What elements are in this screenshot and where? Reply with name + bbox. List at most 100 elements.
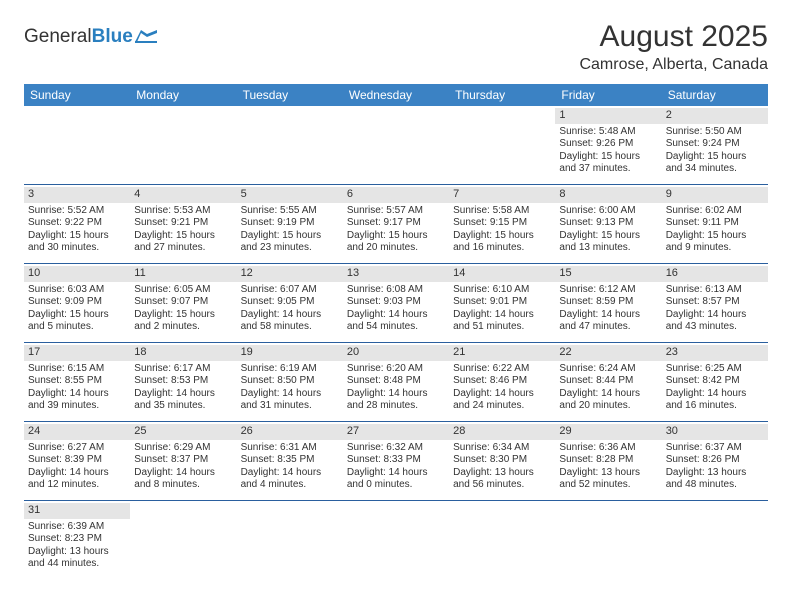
- day-info-line: Sunset: 9:22 PM: [28, 217, 126, 230]
- logo-text: GeneralBlue: [24, 26, 133, 48]
- day-info-line: Sunrise: 6:34 AM: [453, 442, 551, 455]
- day-cell: 6Sunrise: 5:57 AMSunset: 9:17 PMDaylight…: [343, 185, 449, 263]
- day-info-line: and 0 minutes.: [347, 479, 445, 492]
- day-info-line: Daylight: 14 hours: [347, 309, 445, 322]
- day-info-line: Sunset: 8:44 PM: [559, 375, 657, 388]
- day-cell: 3Sunrise: 5:52 AMSunset: 9:22 PMDaylight…: [24, 185, 130, 263]
- logo-word-1: General: [24, 26, 92, 47]
- day-cell: 24Sunrise: 6:27 AMSunset: 8:39 PMDayligh…: [24, 422, 130, 500]
- dayname-cell: Monday: [130, 84, 236, 106]
- day-number: 1: [555, 108, 661, 124]
- week-row: 1Sunrise: 5:48 AMSunset: 9:26 PMDaylight…: [24, 106, 768, 185]
- day-cell: 29Sunrise: 6:36 AMSunset: 8:28 PMDayligh…: [555, 422, 661, 500]
- day-cell: [130, 106, 236, 184]
- day-info-line: Sunrise: 6:32 AM: [347, 442, 445, 455]
- day-cell: [555, 501, 661, 579]
- day-number: 29: [555, 424, 661, 440]
- day-info-line: and 37 minutes.: [559, 163, 657, 176]
- day-cell: [343, 106, 449, 184]
- day-info-line: Sunset: 8:53 PM: [134, 375, 232, 388]
- day-info-line: and 16 minutes.: [666, 400, 764, 413]
- day-info-line: Daylight: 14 hours: [453, 388, 551, 401]
- day-info-line: Sunset: 8:28 PM: [559, 454, 657, 467]
- day-info-line: Daylight: 13 hours: [666, 467, 764, 480]
- day-cell: [237, 501, 343, 579]
- day-number: 19: [237, 345, 343, 361]
- day-info-line: Sunrise: 6:20 AM: [347, 363, 445, 376]
- logo: GeneralBlue: [24, 26, 157, 48]
- day-info-line: and 43 minutes.: [666, 321, 764, 334]
- day-info-line: Daylight: 15 hours: [241, 230, 339, 243]
- day-number: 21: [449, 345, 555, 361]
- week-row: 17Sunrise: 6:15 AMSunset: 8:55 PMDayligh…: [24, 343, 768, 422]
- day-info-line: and 51 minutes.: [453, 321, 551, 334]
- day-info-line: and 30 minutes.: [28, 242, 126, 255]
- month-title: August 2025: [579, 20, 768, 54]
- day-info-line: Sunset: 8:35 PM: [241, 454, 339, 467]
- day-info-line: Sunset: 9:26 PM: [559, 138, 657, 151]
- day-number: 2: [662, 108, 768, 124]
- dayname-cell: Friday: [555, 84, 661, 106]
- day-number: 11: [130, 266, 236, 282]
- day-cell: 8Sunrise: 6:00 AMSunset: 9:13 PMDaylight…: [555, 185, 661, 263]
- day-number: 13: [343, 266, 449, 282]
- day-info-line: Sunset: 8:30 PM: [453, 454, 551, 467]
- day-info-line: Sunset: 8:50 PM: [241, 375, 339, 388]
- logo-word-2: Blue: [92, 26, 133, 47]
- day-info-line: Daylight: 15 hours: [453, 230, 551, 243]
- calendar: SundayMondayTuesdayWednesdayThursdayFrid…: [24, 84, 768, 579]
- day-cell: 20Sunrise: 6:20 AMSunset: 8:48 PMDayligh…: [343, 343, 449, 421]
- day-number: 14: [449, 266, 555, 282]
- day-cell: 19Sunrise: 6:19 AMSunset: 8:50 PMDayligh…: [237, 343, 343, 421]
- day-info-line: Sunrise: 6:37 AM: [666, 442, 764, 455]
- day-info-line: Sunset: 8:55 PM: [28, 375, 126, 388]
- dayname-cell: Sunday: [24, 84, 130, 106]
- week-row: 24Sunrise: 6:27 AMSunset: 8:39 PMDayligh…: [24, 422, 768, 501]
- day-info-line: and 27 minutes.: [134, 242, 232, 255]
- day-info-line: Daylight: 14 hours: [241, 467, 339, 480]
- day-info-line: Sunrise: 6:05 AM: [134, 284, 232, 297]
- day-info-line: and 2 minutes.: [134, 321, 232, 334]
- day-info-line: and 20 minutes.: [559, 400, 657, 413]
- day-info-line: Sunrise: 6:24 AM: [559, 363, 657, 376]
- day-info-line: Daylight: 14 hours: [134, 388, 232, 401]
- day-info-line: Daylight: 15 hours: [559, 151, 657, 164]
- day-info-line: and 48 minutes.: [666, 479, 764, 492]
- day-info-line: and 8 minutes.: [134, 479, 232, 492]
- day-number: 27: [343, 424, 449, 440]
- day-info-line: Sunrise: 6:12 AM: [559, 284, 657, 297]
- day-info-line: Sunset: 8:59 PM: [559, 296, 657, 309]
- day-cell: 11Sunrise: 6:05 AMSunset: 9:07 PMDayligh…: [130, 264, 236, 342]
- day-cell: 14Sunrise: 6:10 AMSunset: 9:01 PMDayligh…: [449, 264, 555, 342]
- weeks-container: 1Sunrise: 5:48 AMSunset: 9:26 PMDaylight…: [24, 106, 768, 579]
- day-info-line: Daylight: 14 hours: [134, 467, 232, 480]
- day-info-line: Sunrise: 5:53 AM: [134, 205, 232, 218]
- title-block: August 2025 Camrose, Alberta, Canada: [579, 20, 768, 74]
- day-info-line: Sunset: 9:09 PM: [28, 296, 126, 309]
- day-info-line: Sunrise: 6:17 AM: [134, 363, 232, 376]
- day-info-line: and 20 minutes.: [347, 242, 445, 255]
- dayname-cell: Wednesday: [343, 84, 449, 106]
- day-info-line: Daylight: 15 hours: [666, 230, 764, 243]
- day-info-line: Sunrise: 6:29 AM: [134, 442, 232, 455]
- day-info-line: Sunrise: 5:55 AM: [241, 205, 339, 218]
- day-cell: 5Sunrise: 5:55 AMSunset: 9:19 PMDaylight…: [237, 185, 343, 263]
- day-info-line: Daylight: 14 hours: [347, 467, 445, 480]
- day-info-line: Sunrise: 6:27 AM: [28, 442, 126, 455]
- day-info-line: Sunrise: 5:57 AM: [347, 205, 445, 218]
- day-info-line: Sunset: 9:21 PM: [134, 217, 232, 230]
- day-info-line: and 31 minutes.: [241, 400, 339, 413]
- day-info-line: and 4 minutes.: [241, 479, 339, 492]
- day-info-line: Daylight: 15 hours: [347, 230, 445, 243]
- day-cell: 9Sunrise: 6:02 AMSunset: 9:11 PMDaylight…: [662, 185, 768, 263]
- day-info-line: Sunrise: 6:22 AM: [453, 363, 551, 376]
- day-info-line: Daylight: 13 hours: [559, 467, 657, 480]
- day-info-line: and 47 minutes.: [559, 321, 657, 334]
- day-info-line: Daylight: 14 hours: [28, 388, 126, 401]
- day-info-line: Daylight: 15 hours: [28, 309, 126, 322]
- day-info-line: Daylight: 14 hours: [28, 467, 126, 480]
- day-info-line: Sunrise: 6:03 AM: [28, 284, 126, 297]
- day-info-line: Sunset: 8:23 PM: [28, 533, 126, 546]
- dayname-cell: Tuesday: [237, 84, 343, 106]
- day-number: 28: [449, 424, 555, 440]
